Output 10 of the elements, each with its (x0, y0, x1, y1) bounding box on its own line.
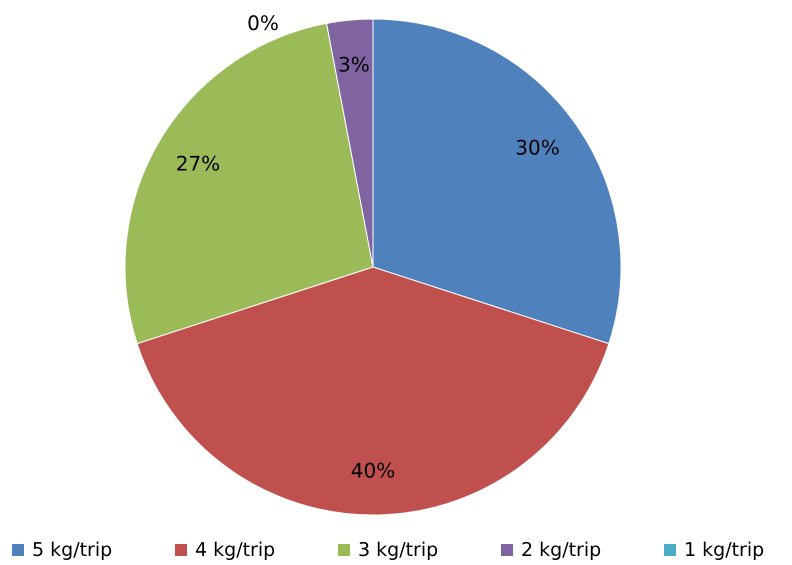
legend-label: 1 kg/trip (684, 539, 764, 561)
legend-label: 4 kg/trip (195, 539, 276, 561)
data-label: 30% (515, 135, 560, 160)
data-label: 3% (338, 52, 370, 77)
data-label: 27% (176, 151, 220, 176)
text: 0% (247, 11, 279, 35)
legend-label: 2 kg/trip (521, 539, 602, 561)
legend-label: 5 kg/trip (32, 539, 112, 561)
data-label: 40% (350, 458, 396, 482)
legend-label: 3 kg/trip (358, 539, 438, 561)
